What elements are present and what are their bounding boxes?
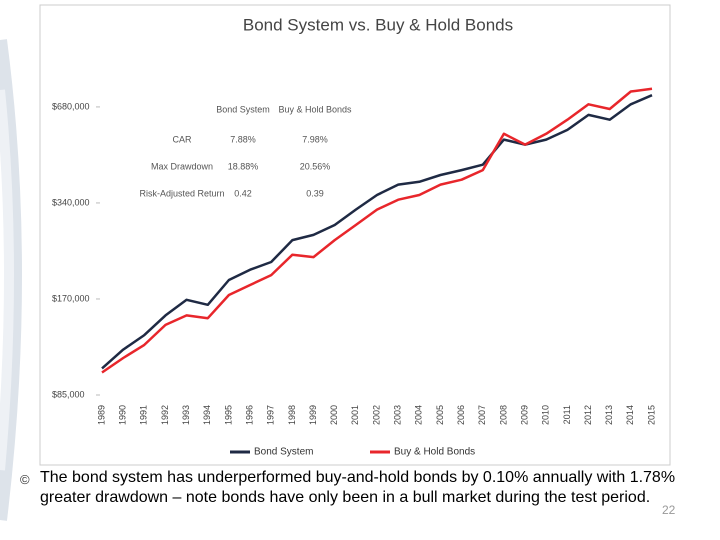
- x-tick-label: 2014: [625, 405, 635, 425]
- x-tick-label: 1999: [308, 405, 318, 425]
- y-tick-label: $340,000: [52, 197, 90, 207]
- x-tick-label: 2002: [371, 405, 381, 425]
- x-tick-label: 1990: [118, 405, 128, 425]
- x-tick-label: 1994: [202, 405, 212, 425]
- table-cell: 20.56%: [300, 161, 331, 171]
- x-tick-label: 2004: [414, 405, 424, 425]
- bullet: ©: [20, 472, 30, 487]
- x-tick-label: 2001: [350, 405, 360, 425]
- legend-label: Bond System: [254, 447, 313, 458]
- x-tick-label: 1998: [287, 405, 297, 425]
- table-cell: 18.88%: [228, 161, 259, 171]
- y-tick-label: $85,000: [52, 389, 85, 399]
- table-row-label: Risk-Adjusted Return: [139, 188, 224, 198]
- x-tick-label: 2009: [519, 405, 529, 425]
- table-header: Buy & Hold Bonds: [278, 104, 352, 114]
- series-line: [101, 94, 653, 370]
- decor-arc: [0, 39, 22, 521]
- table-cell: 7.98%: [302, 134, 328, 144]
- x-tick-label: 2005: [435, 405, 445, 425]
- table-cell: 0.42: [234, 188, 252, 198]
- table-cell: 0.39: [306, 188, 324, 198]
- table-row-label: CAR: [172, 134, 192, 144]
- x-tick-label: 2012: [583, 405, 593, 425]
- x-tick-label: 2008: [498, 405, 508, 425]
- decor-arc: [0, 89, 14, 471]
- x-tick-label: 2011: [562, 405, 572, 424]
- table-cell: 7.88%: [230, 134, 256, 144]
- x-tick-label: 2013: [604, 405, 614, 425]
- legend-label: Buy & Hold Bonds: [394, 447, 475, 458]
- y-tick-label: $170,000: [52, 293, 90, 303]
- caption: The bond system has underperformed buy-a…: [40, 469, 676, 506]
- x-tick-label: 1997: [266, 405, 276, 425]
- x-tick-label: 2010: [541, 405, 551, 425]
- x-tick-label: 1996: [244, 405, 254, 425]
- x-tick-label: 2003: [393, 405, 403, 425]
- series-line: [101, 87, 653, 374]
- x-tick-label: 2000: [329, 405, 339, 425]
- chart-title: Bond System vs. Buy & Hold Bonds: [243, 15, 513, 34]
- x-tick-label: 1991: [139, 405, 149, 425]
- x-tick-label: 1995: [223, 405, 233, 425]
- table-row-label: Max Drawdown: [151, 161, 213, 171]
- y-tick-label: $680,000: [52, 101, 90, 111]
- chart-frame: [39, 4, 671, 466]
- x-tick-label: 1992: [160, 405, 170, 425]
- x-tick-label: 1989: [96, 405, 106, 425]
- x-tick-label: 2015: [646, 405, 656, 425]
- x-tick-label: 2007: [477, 405, 487, 425]
- x-tick-label: 1993: [181, 405, 191, 425]
- table-header: Bond System: [216, 104, 270, 114]
- x-tick-label: 2006: [456, 405, 466, 425]
- page-number: 22: [662, 503, 676, 517]
